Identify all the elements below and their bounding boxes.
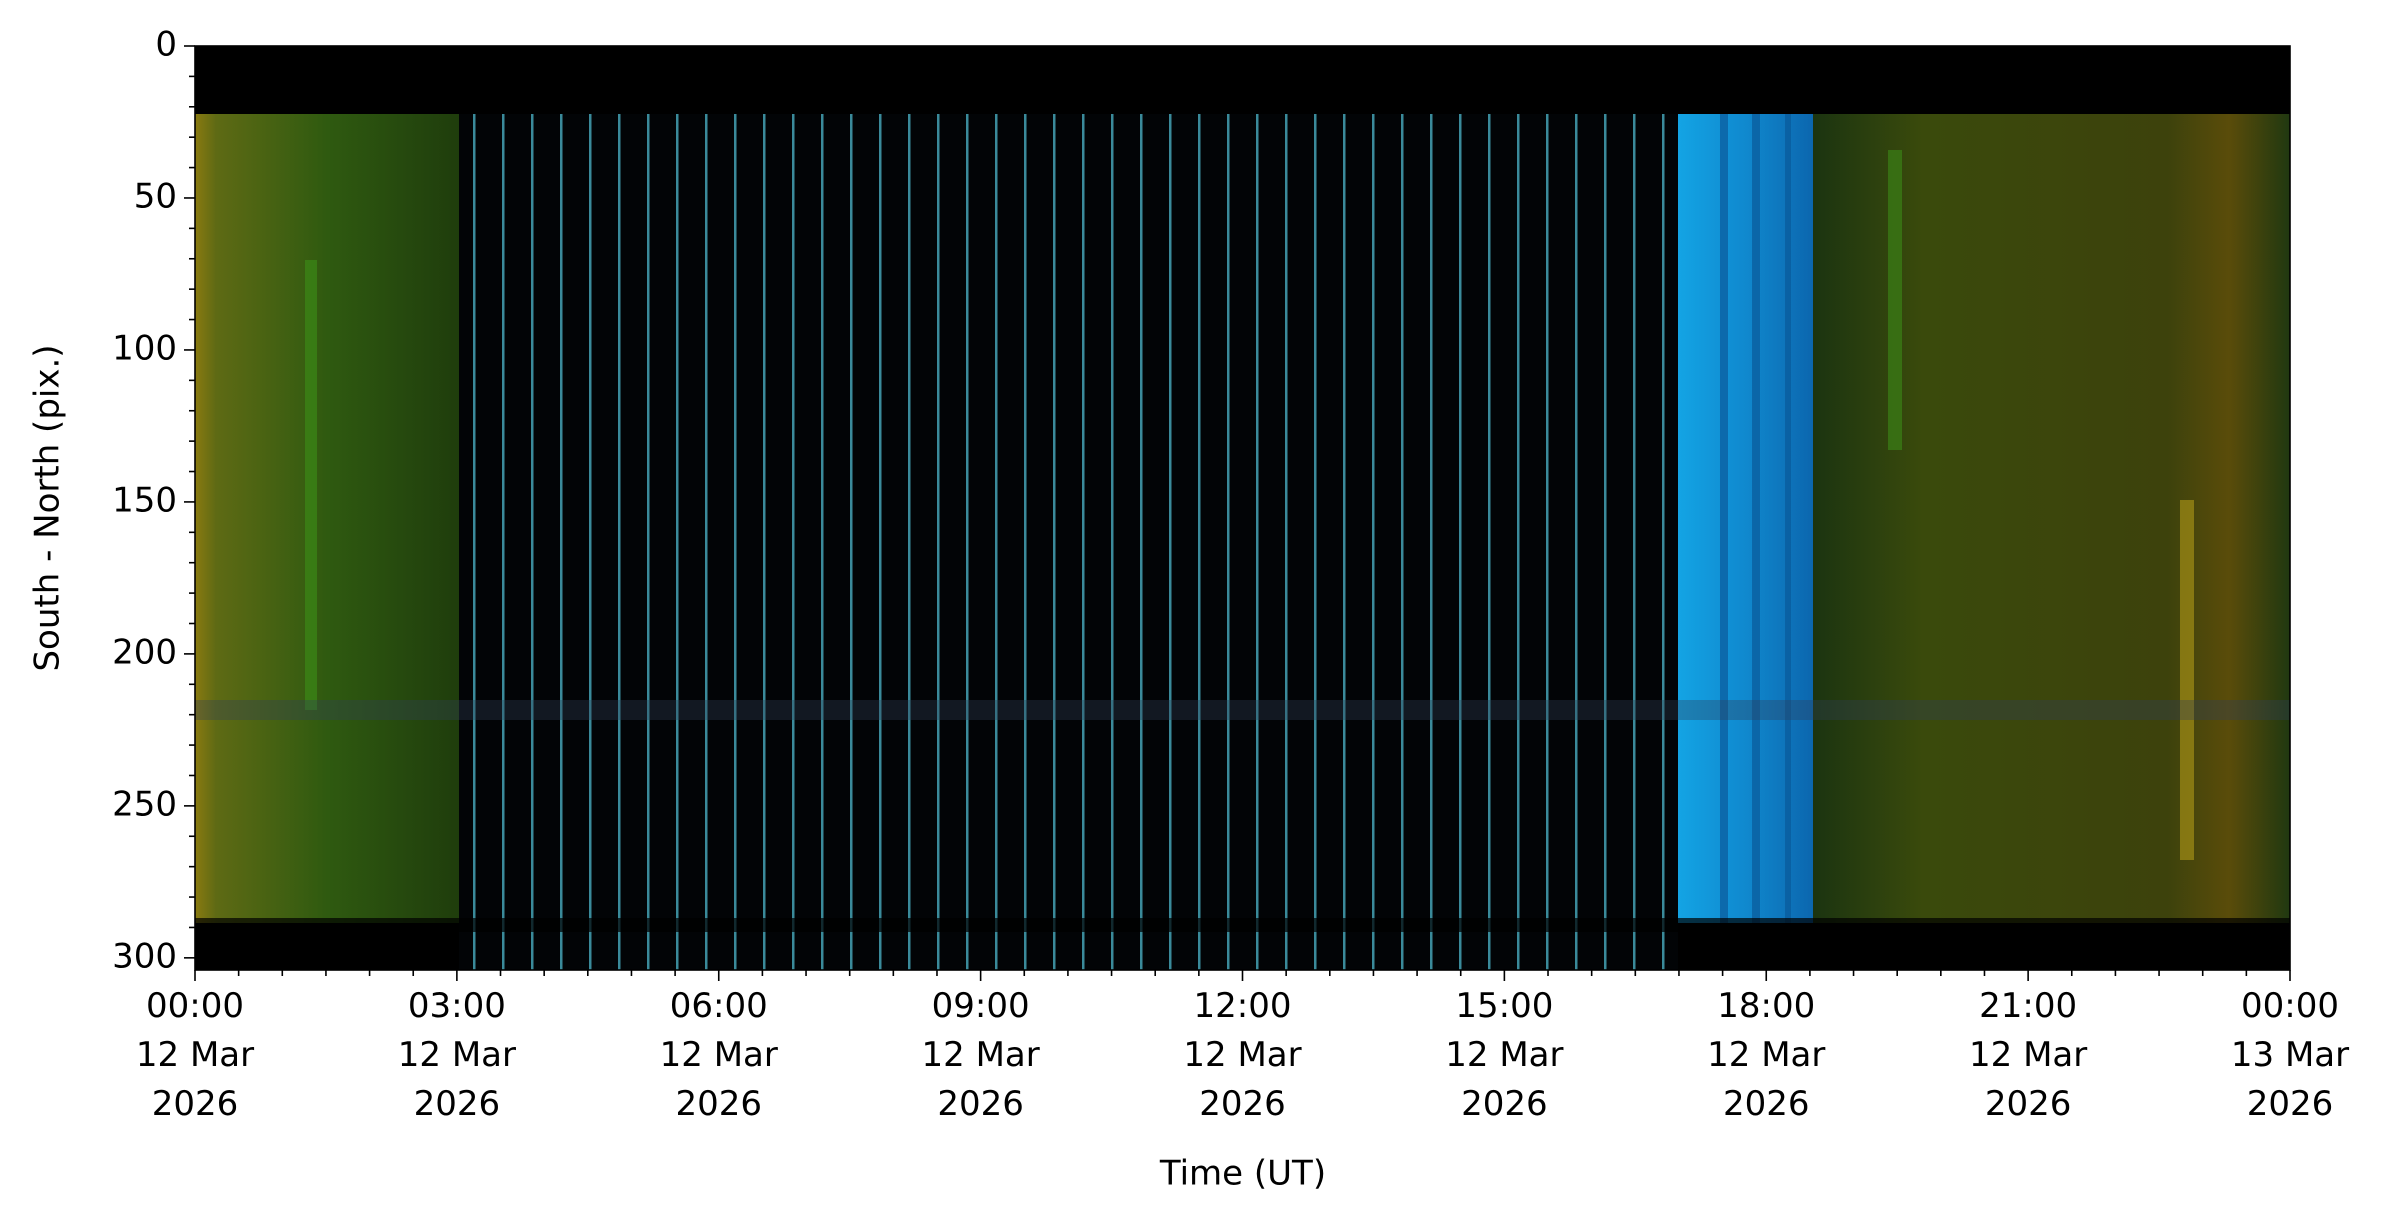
x-tick-label: 00:00 12 Mar 2026: [136, 986, 254, 1124]
x-tick-label-line: 12:00: [1194, 986, 1292, 1026]
x-tick-label-line: 09:00: [932, 986, 1030, 1026]
x-tick-label-line: 2026: [414, 1084, 501, 1124]
keogram-image: [195, 46, 2290, 970]
x-axis-label: Time (UT): [1159, 1154, 1326, 1194]
x-tick-label-line: 12 Mar: [1969, 1035, 2087, 1075]
x-tick-label: 09:00 12 Mar 2026: [922, 986, 1040, 1124]
x-tick-label-line: 12 Mar: [1183, 1035, 1301, 1075]
x-tick-label-line: 12 Mar: [1445, 1035, 1563, 1075]
x-tick-label-line: 2026: [2247, 1084, 2334, 1124]
x-tick-label-line: 12 Mar: [1707, 1035, 1825, 1075]
x-tick-label-line: 2026: [675, 1084, 762, 1124]
x-tick-label-line: 12 Mar: [398, 1035, 516, 1075]
x-tick-label-line: 00:00: [2241, 986, 2339, 1026]
x-tick-label-line: 03:00: [408, 986, 506, 1026]
x-tick-label-line: 06:00: [670, 986, 768, 1026]
x-tick-label-line: 12 Mar: [660, 1035, 778, 1075]
y-tick-label: 100: [112, 328, 177, 368]
y-axis-label: South - North (pix.): [28, 344, 68, 671]
x-tick-label: 00:00 13 Mar 2026: [2231, 986, 2349, 1124]
x-tick-label-line: 15:00: [1455, 986, 1553, 1026]
x-tick-label-line: 2026: [152, 1084, 239, 1124]
x-tick-label-line: 2026: [1985, 1084, 2072, 1124]
x-tick-label-line: 12 Mar: [136, 1035, 254, 1075]
x-tick-label-line: 21:00: [1979, 986, 2077, 1026]
x-tick-label-line: 18:00: [1717, 986, 1815, 1026]
y-tick-label: 300: [112, 936, 177, 976]
x-tick-label: 21:00 12 Mar 2026: [1969, 986, 2087, 1124]
x-tick-label: 18:00 12 Mar 2026: [1707, 986, 1825, 1124]
x-tick-label-line: 2026: [937, 1084, 1024, 1124]
y-tick-label: 250: [112, 784, 177, 824]
x-tick-label-line: 00:00: [146, 986, 244, 1026]
x-tick-label: 12:00 12 Mar 2026: [1183, 986, 1301, 1124]
x-tick-label-line: 2026: [1723, 1084, 1810, 1124]
x-tick-label-line: 12 Mar: [922, 1035, 1040, 1075]
y-tick-label: 50: [134, 176, 177, 216]
x-tick-label: 06:00 12 Mar 2026: [660, 986, 778, 1124]
x-tick-label: 03:00 12 Mar 2026: [398, 986, 516, 1124]
x-tick-label: 15:00 12 Mar 2026: [1445, 986, 1563, 1124]
y-tick-label: 200: [112, 632, 177, 672]
y-tick-label: 150: [112, 480, 177, 520]
x-tick-label-line: 2026: [1461, 1084, 1548, 1124]
y-tick-label: 0: [155, 25, 177, 65]
x-tick-label-line: 2026: [1199, 1084, 1286, 1124]
x-tick-label-line: 13 Mar: [2231, 1035, 2349, 1075]
